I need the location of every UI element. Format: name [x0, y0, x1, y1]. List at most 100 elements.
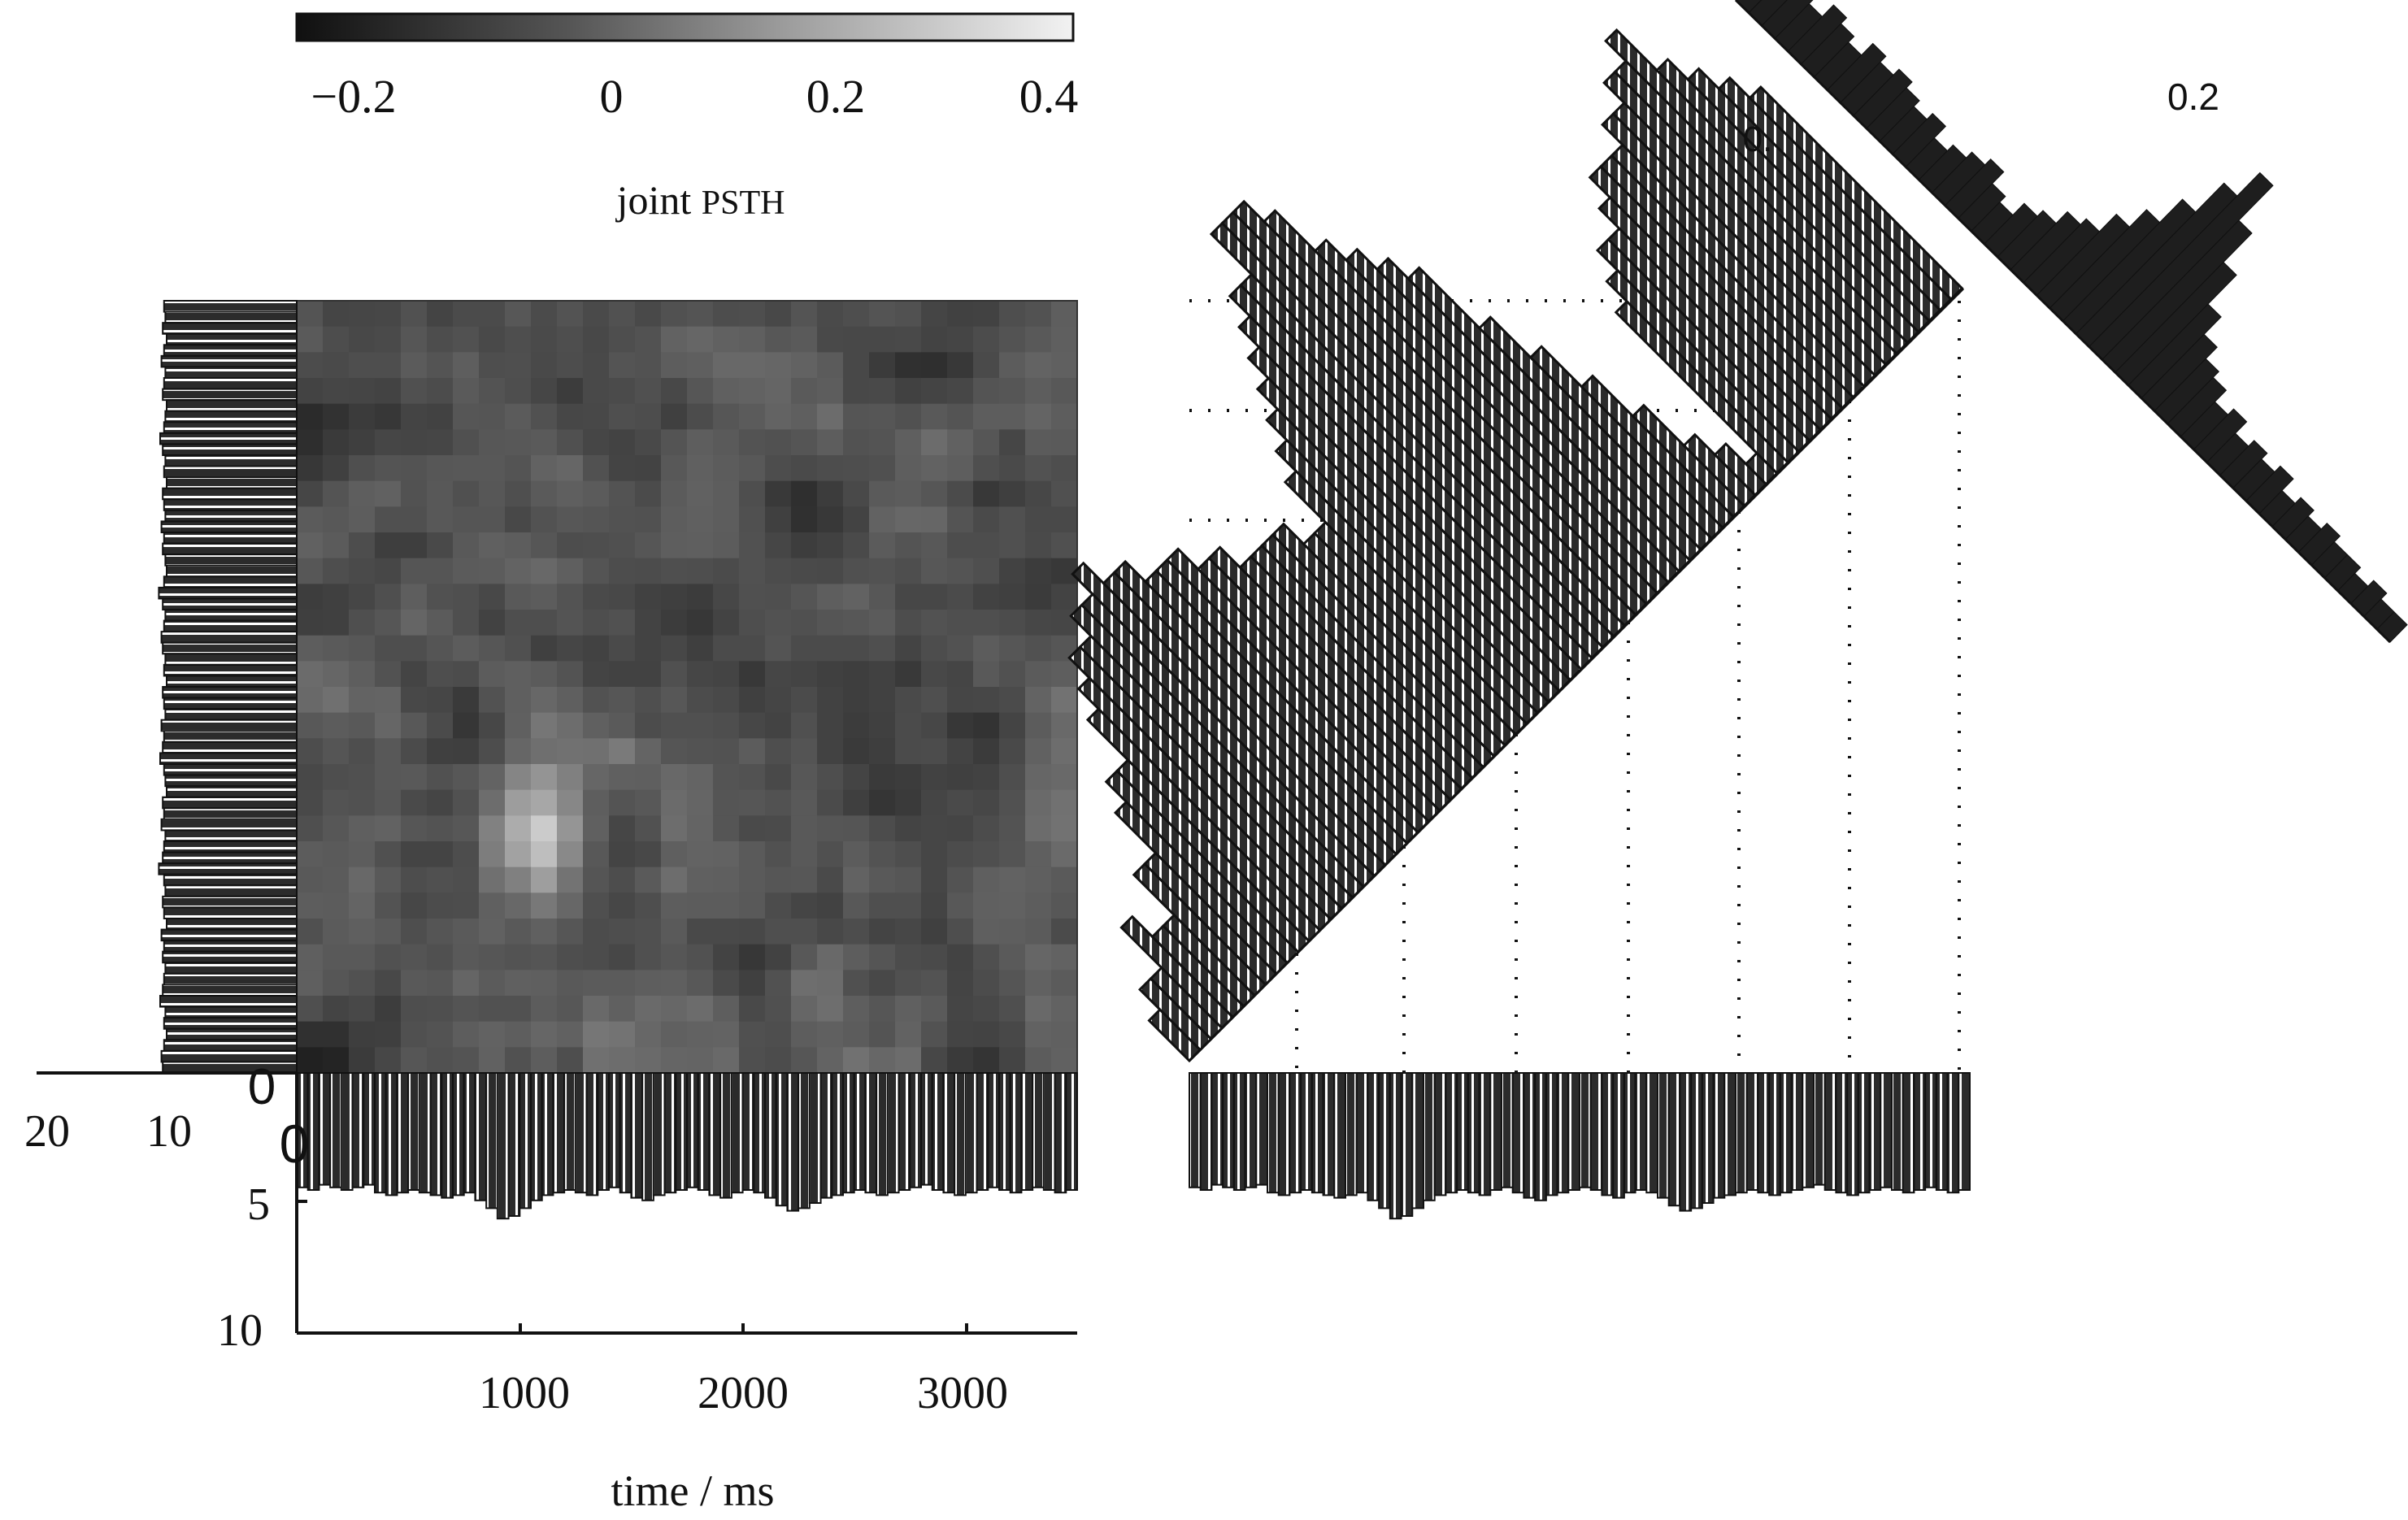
heatmap-cell: [947, 687, 974, 714]
heatmap-cell: [505, 455, 532, 482]
psth-bar: [163, 377, 298, 390]
heatmap-cell: [505, 687, 532, 714]
heatmap-cell: [557, 996, 584, 1023]
heatmap-cell: [349, 841, 376, 868]
heatmap-cell: [557, 610, 584, 636]
heatmap-cell: [791, 687, 818, 714]
heatmap-cell: [349, 480, 376, 507]
heatmap-cell: [375, 1047, 402, 1074]
heatmap-cell: [869, 815, 896, 842]
heatmap-cell: [557, 584, 584, 610]
heatmap-cell: [661, 944, 688, 971]
heatmap-cell: [349, 661, 376, 688]
heatmap-cell: [375, 661, 402, 688]
heatmap-cell: [661, 919, 688, 945]
heatmap-cell: [999, 352, 1026, 379]
heatmap-cell: [1025, 712, 1052, 739]
heatmap-cell: [687, 1047, 714, 1074]
heatmap-cell: [401, 584, 428, 610]
heatmap-cell: [817, 558, 844, 584]
heatmap-cell: [869, 738, 896, 765]
heatmap-cell: [713, 661, 740, 688]
heatmap-cell: [739, 738, 766, 765]
heatmap-cell: [375, 326, 402, 353]
heatmap-cell: [817, 1047, 844, 1074]
heatmap-cell: [375, 429, 402, 456]
heatmap-cell: [349, 996, 376, 1023]
psth-bar: [641, 1072, 654, 1201]
psth-bar: [1222, 1072, 1235, 1188]
psth-bar: [163, 344, 298, 357]
psth-bar: [162, 641, 298, 655]
heatmap-cell: [635, 1021, 662, 1048]
heatmap-cell: [453, 403, 480, 430]
heatmap-cell: [661, 584, 688, 610]
heatmap-cell: [869, 892, 896, 919]
heatmap-cell: [1025, 403, 1052, 430]
psth-bar: [1891, 1072, 1904, 1191]
heatmap-cell: [895, 403, 922, 430]
heatmap-cell: [1025, 970, 1052, 997]
psth-bar: [163, 906, 298, 920]
heatmap-cell: [531, 506, 558, 533]
psth-bar: [753, 1072, 766, 1194]
heatmap-cell: [687, 558, 714, 584]
heatmap-cell: [323, 635, 350, 662]
heatmap-cell: [375, 480, 402, 507]
psth-bar: [1623, 1072, 1636, 1194]
psth-bar: [954, 1072, 967, 1196]
heatmap-cell: [479, 352, 506, 379]
psth-bar: [163, 421, 298, 434]
bottom-psth-y-tick-marks: [297, 1200, 307, 1335]
heatmap-cell: [739, 1021, 766, 1048]
heatmap-cell: [687, 996, 714, 1023]
heatmap-cell: [505, 610, 532, 636]
heatmap-cell: [713, 326, 740, 353]
bottom-y-tick: 10: [217, 1305, 263, 1356]
heatmap-cell: [947, 455, 974, 482]
heatmap-cell: [609, 584, 636, 610]
heatmap-cell: [505, 970, 532, 997]
psth-bar: [163, 730, 298, 743]
heatmap-cell: [687, 815, 714, 842]
heatmap-cell: [635, 712, 662, 739]
heatmap-cell: [557, 661, 584, 688]
heatmap-cell: [349, 584, 376, 610]
heatmap-cell: [843, 326, 870, 353]
psth-bar: [786, 1072, 800, 1212]
heatmap-cell: [505, 661, 532, 688]
heatmap-cell: [557, 892, 584, 919]
heatmap-cell: [765, 1021, 792, 1048]
heatmap-cell: [1025, 996, 1052, 1023]
heatmap-cell: [453, 480, 480, 507]
heatmap-cell: [479, 712, 506, 739]
heatmap-cell: [453, 866, 480, 893]
heatmap-cell: [531, 815, 558, 842]
heatmap-cell: [661, 970, 688, 997]
psth-bar: [1567, 1072, 1581, 1191]
heatmap-cell: [531, 378, 558, 405]
heatmap-cell: [531, 892, 558, 919]
heatmap-cell: [297, 1021, 324, 1048]
psth-bar: [158, 586, 298, 600]
psth-bar: [663, 1072, 677, 1194]
heatmap-cell: [687, 789, 714, 816]
heatmap-cell: [999, 970, 1026, 997]
heatmap-cell: [921, 687, 948, 714]
heatmap-cell: [479, 429, 506, 456]
psth-bar: [158, 862, 298, 875]
heatmap-cell: [661, 378, 688, 405]
psth-bar: [163, 972, 298, 986]
heatmap-cell: [505, 301, 532, 328]
heatmap-cell: [427, 661, 454, 688]
heatmap-cell: [973, 532, 1000, 559]
heatmap-cell: [375, 866, 402, 893]
heatmap-cell: [557, 970, 584, 997]
heatmap-cell: [453, 841, 480, 868]
heatmap-cell: [999, 764, 1026, 791]
psth-bar: [396, 1072, 410, 1194]
heatmap-cell: [921, 429, 948, 456]
heatmap-cell: [323, 1047, 350, 1074]
heatmap-cell: [843, 738, 870, 765]
heatmap-cell: [947, 919, 974, 945]
